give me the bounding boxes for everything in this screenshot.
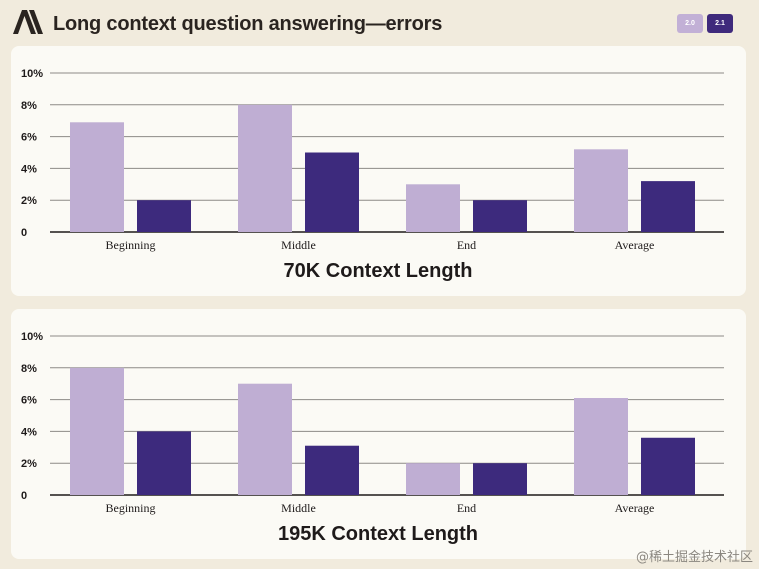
anthropic-logo-icon bbox=[13, 10, 43, 34]
bar-2-0-end bbox=[406, 184, 460, 232]
legend: 2.0 2.1 bbox=[677, 14, 733, 33]
chart-195k: 0 2% 4% 6% 8% 10% Beginning Middle End Average 195… bbox=[21, 331, 724, 545]
x-tick-label: Average bbox=[615, 238, 655, 252]
bar-2-1-average bbox=[641, 181, 695, 232]
bar-2-1-end bbox=[473, 463, 527, 495]
x-tick-label: Middle bbox=[281, 501, 316, 515]
bar-2-1-end bbox=[473, 200, 527, 232]
page-title: Long context question answering—errors bbox=[53, 13, 443, 35]
bar-2-0-middle bbox=[238, 383, 292, 495]
legend-item-2-1: 2.1 bbox=[707, 14, 733, 33]
x-tick-label: Beginning bbox=[106, 238, 156, 252]
bar-2-0-beginning bbox=[70, 367, 124, 495]
y-tick-label: 6% bbox=[21, 395, 37, 407]
bar-2-0-average bbox=[574, 149, 628, 232]
chart-70k: 0 2% 4% 6% 8% 10% Beginning Middle End Average 70K… bbox=[21, 68, 724, 282]
bar-2-0-beginning bbox=[70, 122, 124, 232]
x-tick-label: Middle bbox=[281, 238, 316, 252]
chart-title: 195K Context Length bbox=[278, 523, 478, 545]
y-tick-label: 4% bbox=[21, 163, 37, 175]
bar-2-1-beginning bbox=[137, 431, 191, 495]
bar-2-1-middle bbox=[305, 445, 359, 495]
y-tick-label: 4% bbox=[21, 426, 37, 438]
legend-item-2-0: 2.0 bbox=[677, 14, 703, 33]
y-tick-label: 10% bbox=[21, 331, 43, 343]
bar-2-1-middle bbox=[305, 152, 359, 232]
bar-2-1-average bbox=[641, 437, 695, 495]
y-tick-label: 0 bbox=[21, 227, 27, 239]
chart-panel-195k: 0 2% 4% 6% 8% 10% Beginning Middle End Average 195… bbox=[11, 309, 746, 559]
y-tick-label: 2% bbox=[21, 195, 37, 207]
chart-title: 70K Context Length bbox=[284, 260, 473, 282]
x-tick-label: End bbox=[457, 501, 476, 515]
bar-2-0-end bbox=[406, 463, 460, 495]
y-tick-label: 8% bbox=[21, 363, 37, 375]
bar-2-1-beginning bbox=[137, 200, 191, 232]
bar-2-0-middle bbox=[238, 104, 292, 232]
y-tick-label: 6% bbox=[21, 132, 37, 144]
x-tick-label: Beginning bbox=[106, 501, 156, 515]
x-tick-label: Average bbox=[615, 501, 655, 515]
y-tick-label: 2% bbox=[21, 458, 37, 470]
y-tick-label: 8% bbox=[21, 100, 37, 112]
y-tick-label: 10% bbox=[21, 68, 43, 80]
watermark: @稀土掘金技术社区 bbox=[635, 550, 753, 565]
chart-panel-70k: 0 2% 4% 6% 8% 10% Beginning Middle End Average 70K… bbox=[11, 46, 746, 296]
bar-2-0-average bbox=[574, 398, 628, 495]
header: Long context question answering—errors 2… bbox=[0, 0, 759, 46]
x-tick-label: End bbox=[457, 238, 476, 252]
y-tick-label: 0 bbox=[21, 490, 27, 502]
